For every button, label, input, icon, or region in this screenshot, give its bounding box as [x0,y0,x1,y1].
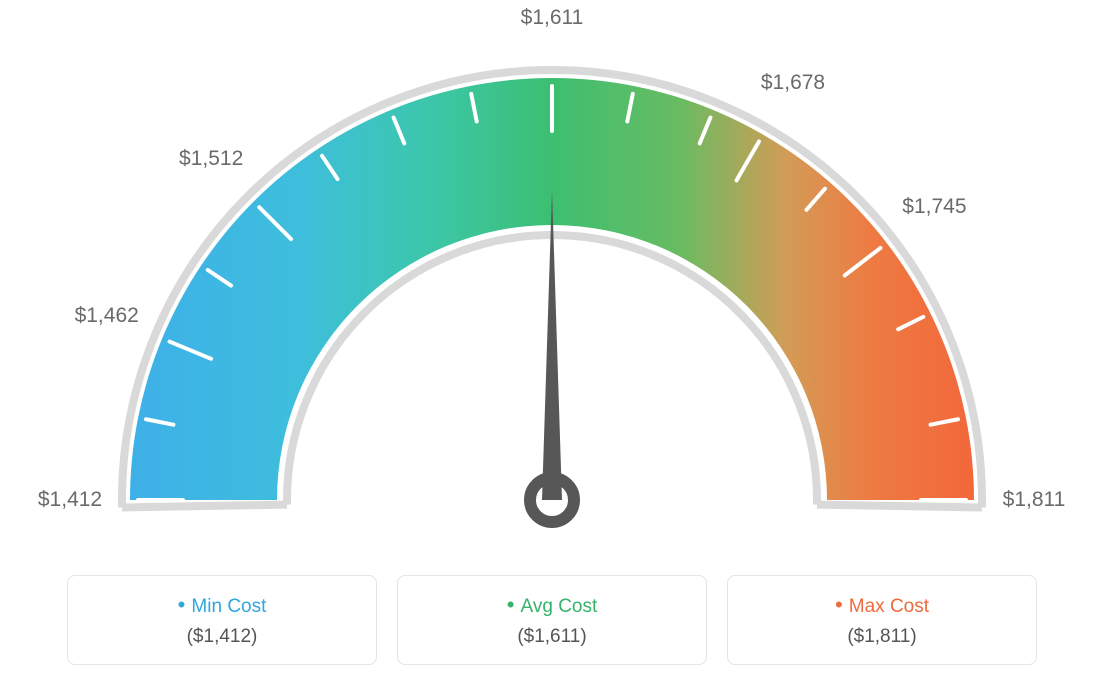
legend-max-value: ($1,811) [748,626,1016,648]
gauge-tick-label: $1,678 [761,71,825,95]
gauge-tick-label: $1,745 [902,195,966,219]
legend-avg-cost: Avg Cost ($1,611) [397,575,707,665]
cost-gauge-chart: $1,412$1,462$1,512$1,611$1,678$1,745$1,8… [0,20,1104,550]
legend-max-title: Max Cost [748,592,1016,618]
legend-avg-title: Avg Cost [418,592,686,618]
legend-min-value: ($1,412) [88,626,356,648]
legend-row: Min Cost ($1,412) Avg Cost ($1,611) Max … [0,575,1104,665]
gauge-tick-label: $1,611 [521,6,584,30]
legend-max-cost: Max Cost ($1,811) [727,575,1037,665]
gauge-tick-label: $1,811 [1003,488,1066,512]
legend-min-cost: Min Cost ($1,412) [67,575,377,665]
gauge-tick-label: $1,412 [38,488,102,512]
gauge-tick-label: $1,462 [75,304,139,328]
legend-avg-value: ($1,611) [418,626,686,648]
legend-min-title: Min Cost [88,592,356,618]
gauge-tick-label: $1,512 [179,147,243,171]
